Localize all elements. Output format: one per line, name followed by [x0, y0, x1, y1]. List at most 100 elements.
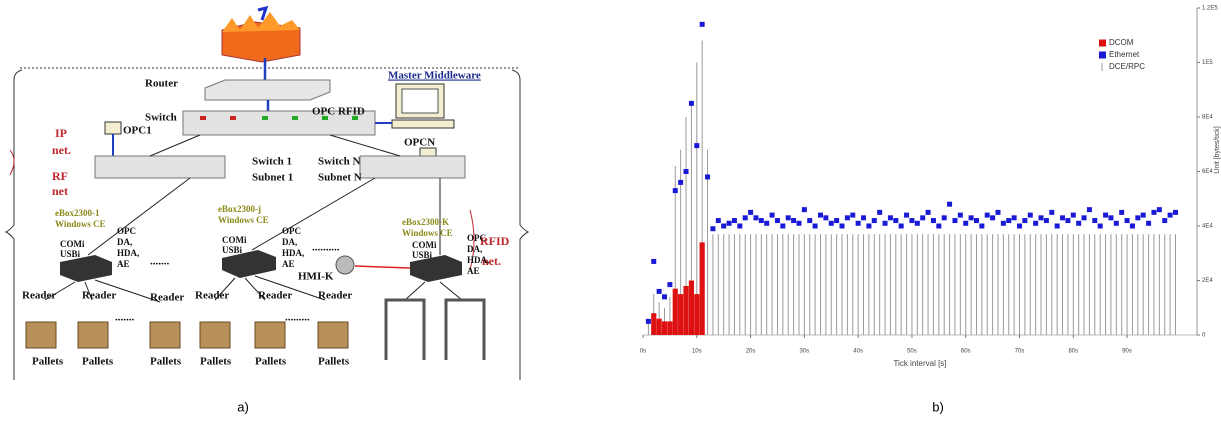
- point: [1151, 210, 1156, 215]
- label: OPCN: [404, 137, 435, 149]
- label: OPC: [117, 226, 136, 236]
- point: [866, 224, 871, 229]
- point: [1049, 210, 1054, 215]
- point: [1098, 224, 1103, 229]
- y-tick-label: 1.2E5: [1202, 6, 1218, 12]
- label: Pallets: [150, 356, 182, 368]
- label: eBox2300-1: [55, 208, 100, 218]
- caption: a): [237, 399, 249, 414]
- label: COMi: [60, 239, 85, 249]
- flame: [222, 12, 300, 32]
- label: Master Middleware: [388, 70, 481, 82]
- label: HDA,: [282, 248, 304, 258]
- point: [877, 210, 882, 215]
- bar: [689, 281, 694, 336]
- point: [1108, 215, 1113, 220]
- point: [904, 213, 909, 218]
- label: HDA,: [467, 255, 489, 265]
- point: [657, 289, 662, 294]
- point: [969, 215, 974, 220]
- label: OPC RFID: [312, 106, 365, 118]
- label: eBox2300-j: [218, 204, 261, 214]
- point: [915, 221, 920, 226]
- point: [780, 224, 785, 229]
- dots: ..........: [312, 242, 340, 254]
- point: [1044, 218, 1049, 223]
- point: [899, 224, 904, 229]
- point: [1055, 224, 1060, 229]
- point: [926, 210, 931, 215]
- point: [710, 226, 715, 231]
- point: [748, 210, 753, 215]
- point: [802, 207, 807, 212]
- point: [1157, 207, 1162, 212]
- label: Windows CE: [55, 219, 106, 229]
- point: [727, 221, 732, 226]
- point: [1141, 213, 1146, 218]
- point: [1146, 221, 1151, 226]
- label: COMi: [222, 235, 247, 245]
- label: Pallets: [82, 356, 114, 368]
- y-axis-label: Unit [bytes/tick]: [1214, 126, 1221, 174]
- point: [990, 215, 995, 220]
- brace: [512, 70, 528, 380]
- label: Reader: [318, 290, 352, 302]
- point: [850, 213, 855, 218]
- x-tick-label: 10s: [692, 349, 702, 355]
- bar: [694, 294, 699, 335]
- bar: [678, 294, 683, 335]
- bar: [651, 313, 656, 335]
- point: [883, 221, 888, 226]
- link: [330, 135, 400, 156]
- label: Router: [145, 78, 178, 90]
- label: Switch N: [318, 156, 361, 168]
- link: [150, 135, 200, 156]
- point: [791, 218, 796, 223]
- point: [920, 215, 925, 220]
- label: net: [52, 184, 68, 198]
- point: [909, 218, 914, 223]
- point: [662, 294, 667, 299]
- label: Pallets: [200, 356, 232, 368]
- point: [979, 224, 984, 229]
- screen: [402, 89, 438, 113]
- point: [1017, 224, 1022, 229]
- label: eBox2300-K: [402, 217, 449, 227]
- pallets-icons: [26, 322, 348, 348]
- label: IP: [55, 126, 67, 140]
- label: net.: [52, 143, 71, 157]
- point: [673, 188, 678, 193]
- x-axis-label: Tick interval [s]: [893, 359, 946, 368]
- bar: [662, 321, 667, 335]
- point: [1173, 210, 1178, 215]
- x-tick-label: 70s: [1015, 349, 1025, 355]
- point: [1012, 215, 1017, 220]
- point: [823, 215, 828, 220]
- point: [1162, 218, 1167, 223]
- point: [743, 215, 748, 220]
- y-tick-label: 4E4: [1202, 224, 1213, 230]
- point: [893, 218, 898, 223]
- x-tick-label: 30s: [800, 349, 810, 355]
- point: [1082, 215, 1087, 220]
- point: [1087, 207, 1092, 212]
- point: [974, 218, 979, 223]
- point: [1130, 224, 1135, 229]
- label: AE: [117, 259, 130, 269]
- label: Pallets: [255, 356, 287, 368]
- label: Subnet N: [318, 172, 362, 184]
- point: [796, 221, 801, 226]
- point: [807, 218, 812, 223]
- point: [705, 174, 710, 179]
- point: [1125, 218, 1130, 223]
- bar: [683, 286, 688, 335]
- legend-swatch: [1099, 40, 1106, 47]
- point: [1103, 213, 1108, 218]
- point: [963, 221, 968, 226]
- point: [818, 213, 823, 218]
- point: [759, 218, 764, 223]
- point: [840, 224, 845, 229]
- point: [1001, 221, 1006, 226]
- y-tick-label: 0: [1202, 333, 1206, 339]
- point: [716, 218, 721, 223]
